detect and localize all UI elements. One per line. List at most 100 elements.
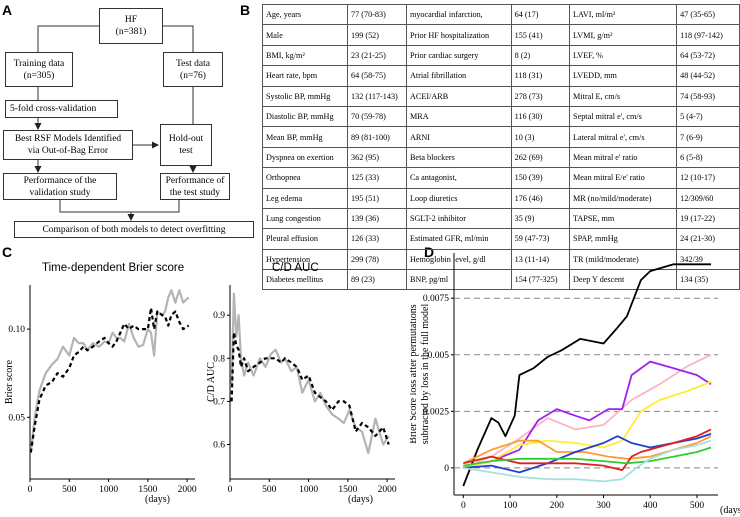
table-label-cell: MRA bbox=[405, 105, 512, 128]
table-value-cell: 12/309/60 bbox=[676, 187, 740, 209]
table-label-cell: Mean mitral e' ratio bbox=[569, 146, 678, 169]
x-tick-label: 500 bbox=[690, 501, 705, 511]
y-tick-label: 0.7 bbox=[213, 397, 225, 407]
y-tick-label: 0.005 bbox=[428, 351, 450, 361]
table-label-cell: Atrial fibrillation bbox=[405, 65, 512, 87]
y-tick-label: 0.8 bbox=[213, 354, 225, 364]
table-row: Mean BP, mmHg 89 (81-100) ARNI 10 (3) Latera… bbox=[261, 126, 740, 148]
y-axis-label-line2: subtracted by loss in the full model bbox=[420, 304, 431, 445]
table-value-cell: 199 (52) bbox=[347, 24, 407, 46]
table-value-cell: 125 (33) bbox=[347, 167, 407, 189]
table-label-cell: ARNI bbox=[405, 126, 512, 148]
table-row: Male 199 (52) Prior HF hospitalization 155 … bbox=[261, 24, 740, 46]
brier-chart-title: Time-dependent Brier score bbox=[42, 262, 185, 274]
brier-score-chart: 0 500 1000 1500 2000 0.05 0.10 (days) Brier scor… bbox=[4, 285, 197, 505]
table-label-cell: Mean BP, mmHg bbox=[261, 126, 349, 148]
hf-count: (n=381) bbox=[115, 27, 147, 37]
validation-performance-line1: Performance of the bbox=[23, 175, 97, 186]
x-tick-label: 2000 bbox=[378, 485, 397, 495]
table-row: Diastolic BP, mmHg 70 (59-78) MRA 116 (30) S… bbox=[261, 105, 740, 128]
table-label-cell: Systolic BP, mmHg bbox=[261, 85, 349, 107]
x-tick-label: 1500 bbox=[138, 485, 157, 495]
validation-performance-box: Performance of the validation study bbox=[3, 173, 117, 200]
table-label-cell: Loop diuretics bbox=[405, 187, 512, 209]
table-label-cell: Leg edema bbox=[261, 187, 349, 209]
training-count: (n=305) bbox=[23, 70, 55, 81]
table-value-cell: 195 (51) bbox=[347, 187, 407, 209]
x-tick-label: 0 bbox=[28, 485, 33, 495]
table-value-cell: 8 (2) bbox=[510, 44, 571, 67]
table-value-cell: 64 (58-75) bbox=[347, 65, 407, 87]
table-value-cell: 64 (17) bbox=[510, 3, 571, 26]
table-value-cell: 176 (46) bbox=[510, 187, 571, 209]
series-line bbox=[462, 263, 711, 487]
series-line bbox=[463, 381, 712, 469]
comparison-label: Comparison of both models to detect over… bbox=[42, 224, 226, 235]
series-line bbox=[29, 289, 190, 453]
table-value-cell: 134 (35) bbox=[676, 269, 740, 291]
table-row: Hypertension 299 (78) Hemoglobin level, g/… bbox=[261, 248, 740, 271]
table-row: Heart rate, bpm 64 (58-75) Atrial fibrilla… bbox=[261, 65, 740, 87]
table-label-cell: MR (no/mild/moderate) bbox=[569, 187, 678, 209]
table-value-cell: 70 (59-78) bbox=[347, 105, 407, 128]
table-label-cell: Prior HF hospitalization bbox=[405, 24, 512, 46]
training-title: Training data bbox=[13, 58, 65, 69]
table-value-cell: 155 (41) bbox=[510, 24, 571, 46]
table-label-cell: Dyspnea on exertion bbox=[261, 146, 349, 169]
flowchart-connectors bbox=[34, 25, 197, 221]
table-value-cell: 6 (5-8) bbox=[676, 146, 740, 169]
table-value-cell: 262 (69) bbox=[510, 146, 571, 169]
table-value-cell: 64 (53-72) bbox=[676, 44, 740, 67]
validation-performance-line2: validation study bbox=[29, 187, 91, 198]
y-axis-label-line1: Brier Score loss after permutations bbox=[410, 304, 419, 444]
table-value-cell: 362 (95) bbox=[347, 146, 407, 169]
table-value-cell: 154 (77-325) bbox=[510, 269, 571, 291]
x-tick-label: 500 bbox=[262, 485, 277, 495]
table-value-cell: 118 (31) bbox=[510, 65, 571, 87]
table-label-cell: Mean mitral E/e' ratio bbox=[569, 167, 678, 189]
auc-chart: 0 500 1000 1500 2000 0.6 0.7 0.8 0.9 (days) C/D AU… bbox=[206, 285, 397, 505]
table-label-cell: Deep Y descent bbox=[569, 269, 678, 291]
series-line bbox=[463, 439, 712, 483]
table-label-cell: Lung congestion bbox=[261, 207, 349, 230]
table-value-cell: 126 (33) bbox=[347, 228, 407, 250]
y-tick-label: 0.9 bbox=[213, 311, 225, 321]
y-axis-label: Brier score bbox=[4, 359, 15, 404]
y-tick-label: 0.6 bbox=[213, 441, 225, 451]
table-value-cell: 150 (39) bbox=[510, 167, 571, 189]
y-tick-label: 0.05 bbox=[8, 413, 25, 423]
table-row: Age, years 77 (70-83) myocardial infarctio… bbox=[261, 3, 740, 26]
y-axis-label: C/D AUC bbox=[206, 362, 217, 402]
table-row: Diabetes mellitus 89 (23) BNP, pg/ml 154 (7… bbox=[261, 269, 740, 291]
table-label-cell: Diabetes mellitus bbox=[261, 269, 349, 291]
best-model-line1: Best RSF Models Identified bbox=[14, 134, 122, 144]
best-model-box: Best RSF Models Identified via Out-of-Ba… bbox=[3, 130, 133, 160]
table-value-cell: 118 (97-142) bbox=[676, 24, 740, 46]
test-data-box: Test data (n=76) bbox=[163, 52, 223, 87]
table-label-cell: BNP, pg/ml bbox=[405, 269, 512, 291]
x-tick-label: 100 bbox=[503, 501, 518, 511]
hf-title: HF bbox=[124, 15, 138, 25]
table-label-cell: myocardial infarction, bbox=[405, 3, 512, 26]
series-line bbox=[463, 446, 712, 467]
y-tick-label: 0.0025 bbox=[423, 407, 449, 417]
characteristics-table: Age, years 77 (70-83) myocardial infarctio… bbox=[261, 3, 740, 291]
holdout-box: Hold-out test bbox=[160, 124, 212, 166]
x-tick-label: 1000 bbox=[299, 485, 318, 495]
table-label-cell: Lateral mitral e', cm/s bbox=[569, 126, 678, 148]
table-label-cell: SGLT-2 inhibitor bbox=[405, 207, 512, 230]
table-label-cell: Beta blockers bbox=[405, 146, 512, 169]
series-line bbox=[29, 306, 190, 453]
table-value-cell: 278 (73) bbox=[510, 85, 571, 107]
y-tick-label: 0.10 bbox=[8, 325, 25, 335]
table-value-cell: 7 (6-9) bbox=[676, 126, 740, 148]
best-model-line2: via Out-of-Bag Error bbox=[27, 146, 109, 156]
x-tick-label: 2000 bbox=[178, 485, 197, 495]
table-label-cell: LVMI, g/m² bbox=[569, 24, 678, 46]
test-performance-box: Performance of the test study bbox=[160, 173, 230, 200]
table-row: Pleural effusion 126 (33) Estimated GFR, m… bbox=[261, 228, 740, 250]
table-label-cell: Diastolic BP, mmHg bbox=[261, 105, 349, 128]
panel-label-b: B bbox=[240, 2, 251, 18]
x-tick-label: 400 bbox=[643, 501, 658, 511]
table-value-cell: 10 (3) bbox=[510, 126, 571, 148]
